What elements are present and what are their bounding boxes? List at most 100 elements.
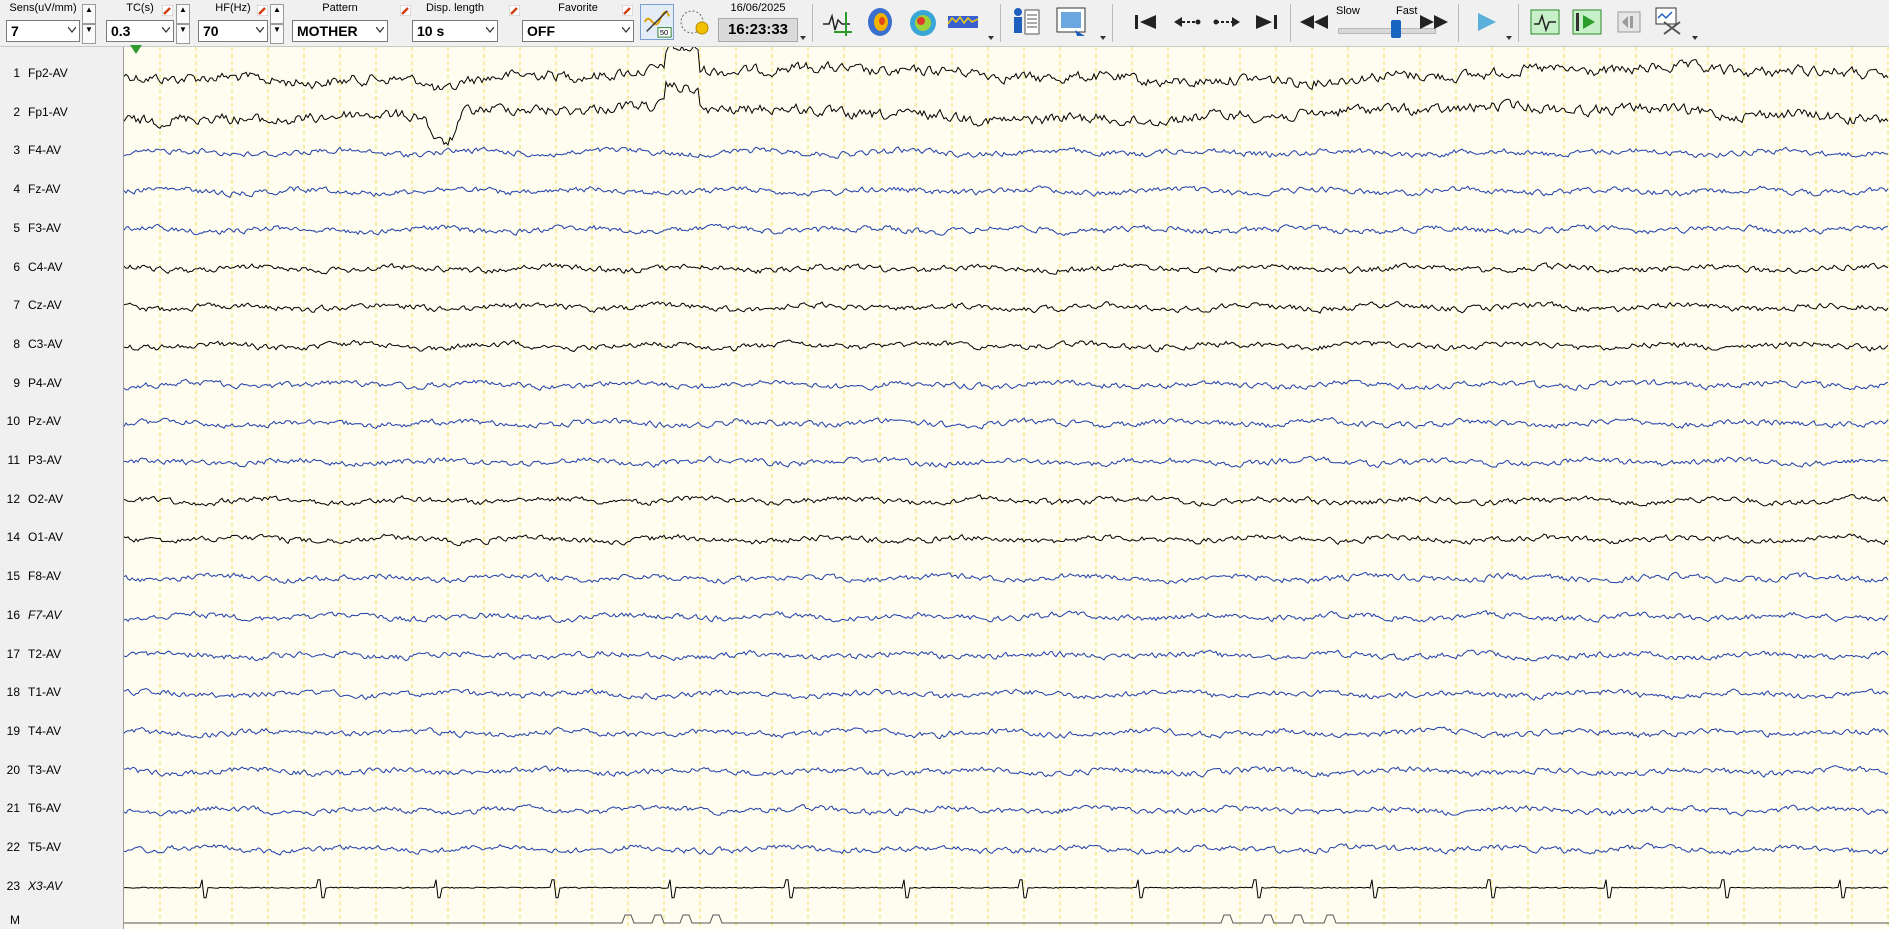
channel-label[interactable]: 21 T6-AV [0, 801, 122, 819]
channel-label[interactable]: M [0, 913, 122, 931]
sens-value: 7 [11, 23, 19, 39]
pencil-icon[interactable] [622, 5, 633, 16]
step-back-icon[interactable] [1170, 4, 1204, 40]
pencil-icon[interactable] [257, 5, 268, 16]
channel-label[interactable]: 19 T4-AV [0, 724, 122, 742]
channel-label[interactable]: 23 X3-AV [0, 879, 122, 897]
channel-label[interactable]: 8 C3-AV [0, 337, 122, 355]
speed-thumb[interactable] [1390, 20, 1401, 38]
channel-label[interactable]: 5 F3-AV [0, 221, 122, 239]
hf-select[interactable]: 70 [198, 20, 268, 42]
hf-up-spinner[interactable]: ▲ [270, 4, 284, 24]
eeg-trace [124, 378, 1889, 391]
eeg-trace [124, 493, 1889, 507]
channel-label[interactable]: 16 F7-AV [0, 608, 122, 626]
settings-tools-icon[interactable] [1652, 4, 1686, 40]
montage-grid-icon[interactable] [678, 4, 712, 40]
channel-name: P4-AV [28, 375, 62, 390]
chevron-down-icon [68, 27, 76, 33]
channel-number: 4 [13, 182, 20, 197]
channel-label[interactable]: 11 P3-AV [0, 453, 122, 471]
patient-info-icon[interactable] [1008, 4, 1042, 40]
chevron-down-icon [162, 27, 170, 33]
channel-label[interactable]: 1 Fp2-AV [0, 66, 122, 84]
topography-icon[interactable] [906, 4, 940, 40]
position-marker[interactable] [130, 45, 142, 54]
channel-name: F3-AV [28, 220, 62, 235]
sens-select[interactable]: 7 [6, 20, 80, 42]
channel-name: P3-AV [28, 453, 62, 467]
channel-label[interactable]: 18 T1-AV [0, 685, 122, 703]
channel-name: X3-AV [28, 878, 63, 893]
speed-track[interactable] [1338, 28, 1436, 34]
speed-slow-label: Slow [1336, 5, 1360, 17]
channel-number: 12 [6, 491, 20, 506]
channel-name: O1-AV [28, 530, 64, 545]
chevron-down-icon [622, 27, 630, 33]
separator [1112, 4, 1113, 42]
eeg-trace [124, 649, 1889, 662]
channel-label[interactable]: 3 F4-AV [0, 143, 122, 161]
channel-name: T5-AV [28, 840, 62, 854]
channel-label[interactable]: 22 T5-AV [0, 840, 122, 858]
channel-number: 10 [6, 414, 20, 429]
dropdown-arrow-icon[interactable] [1692, 36, 1698, 40]
hf-down-spinner[interactable]: ▼ [270, 24, 284, 44]
channel-number: 18 [6, 685, 20, 700]
datetime-display: 16/06/2025 16:23:33 [718, 2, 798, 42]
tc-select[interactable]: 0.3 [106, 20, 174, 42]
notch-filter-icon[interactable]: 50 [640, 4, 674, 40]
dropdown-arrow-icon[interactable] [1506, 36, 1512, 40]
waveform-icon[interactable] [1528, 4, 1562, 40]
channel-label[interactable]: 14 O1-AV [0, 530, 122, 548]
sens-up-spinner[interactable]: ▲ [82, 4, 96, 24]
pencil-icon[interactable] [162, 5, 173, 16]
channel-label[interactable]: 2 Fp1-AV [0, 105, 122, 123]
channel-label[interactable]: 15 F8-AV [0, 569, 122, 587]
play-icon[interactable] [1468, 4, 1502, 40]
eeg-trace-area[interactable] [124, 47, 1889, 929]
eeg-trace [124, 804, 1889, 817]
go-start-icon[interactable] [1128, 4, 1162, 40]
step-forward-icon[interactable] [1210, 4, 1244, 40]
channel-number: 23 [6, 878, 20, 893]
channel-label[interactable]: 12 O2-AV [0, 492, 122, 510]
eeg-traces [124, 47, 1889, 929]
eeg-trace [124, 300, 1889, 314]
dropdown-arrow-icon[interactable] [1100, 36, 1106, 40]
pencil-icon[interactable] [509, 5, 520, 16]
channel-name: Pz-AV [28, 414, 62, 429]
spectrum-icon[interactable] [946, 4, 980, 40]
channel-label[interactable]: 7 Cz-AV [0, 298, 122, 316]
disp-length-value: 10 s [417, 23, 445, 39]
dropdown-arrow-icon[interactable] [988, 36, 994, 40]
fast-forward-icon[interactable] [1418, 4, 1452, 40]
channel-name: T6-AV [28, 801, 62, 816]
pause-icon[interactable] [1612, 4, 1646, 40]
channel-label[interactable]: 20 T3-AV [0, 763, 122, 781]
disp-length-label: Disp. length [425, 2, 485, 14]
spike-detect-icon[interactable] [820, 4, 854, 40]
go-end-icon[interactable] [1250, 4, 1284, 40]
channel-label[interactable]: 10 Pz-AV [0, 414, 122, 432]
channel-label[interactable]: 4 Fz-AV [0, 182, 122, 200]
speed-slider[interactable]: Slow Fast [1330, 2, 1450, 42]
eeg-trace [124, 571, 1889, 585]
pencil-icon[interactable] [400, 5, 411, 16]
tc-label: TC(s) [126, 2, 154, 14]
hf-value: 70 [203, 23, 219, 39]
sens-down-spinner[interactable]: ▼ [82, 24, 96, 44]
pattern-select[interactable]: MOTHER [292, 20, 388, 42]
trigger-icon[interactable] [1570, 4, 1604, 40]
favorite-select[interactable]: OFF [522, 20, 634, 42]
tc-up-spinner[interactable]: ▲ [176, 4, 190, 24]
head-map-icon[interactable] [863, 4, 897, 40]
channel-label[interactable]: 17 T2-AV [0, 647, 122, 665]
channel-label[interactable]: 9 P4-AV [0, 376, 122, 394]
tc-down-spinner[interactable]: ▼ [176, 24, 190, 44]
rewind-icon[interactable] [1296, 4, 1330, 40]
dropdown-arrow-icon[interactable] [800, 36, 806, 40]
channel-label[interactable]: 6 C4-AV [0, 260, 122, 278]
video-icon[interactable] [1055, 4, 1089, 40]
disp-length-select[interactable]: 10 s [412, 20, 498, 42]
